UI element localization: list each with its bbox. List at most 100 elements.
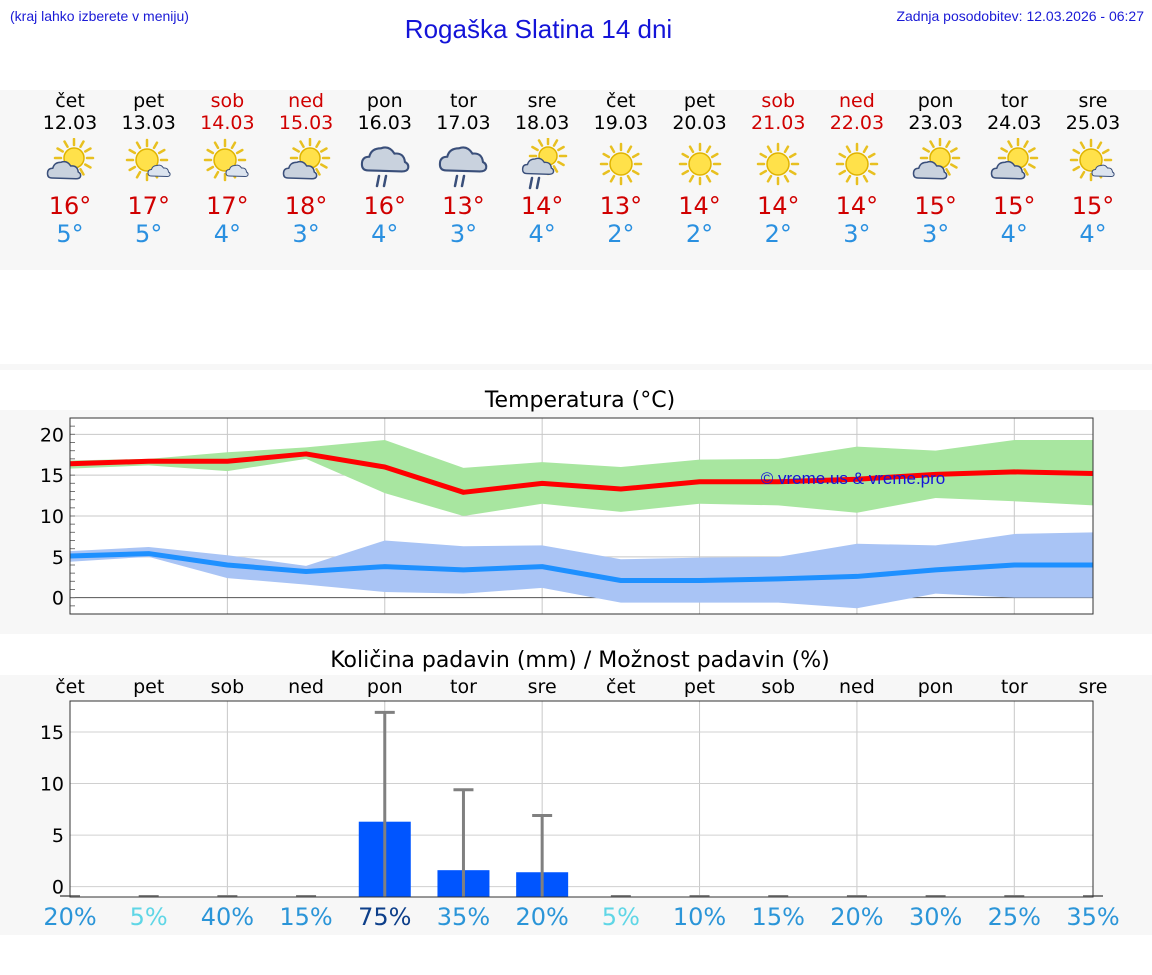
precip-probability-label: 75% — [358, 903, 412, 931]
sun-ray — [867, 152, 876, 159]
min-temperature: 3° — [449, 220, 478, 248]
sun-ray — [944, 140, 951, 148]
sun-ray — [838, 152, 847, 159]
sun-ray — [609, 174, 616, 183]
sun-ray — [862, 174, 869, 183]
sun-ray — [315, 168, 321, 176]
day-column: tor 24.03 15° 4° — [975, 90, 1053, 248]
temperature-chart-title: Temperatura (°C) — [484, 388, 676, 413]
day-column: čet 12.03 16° 5° — [31, 90, 109, 248]
day-date: 17.03 — [436, 112, 491, 134]
sun-disc — [687, 152, 712, 176]
day-name: pon — [366, 90, 403, 112]
precip-probability-label: 20% — [43, 903, 97, 931]
sun-ray — [552, 165, 559, 173]
cloud-rain-icon — [439, 146, 488, 188]
max-temperature: 17° — [127, 192, 170, 220]
cloud-shape — [360, 146, 410, 173]
sun-ray — [766, 174, 773, 183]
sun-ray — [1023, 168, 1030, 176]
day-column: ned 22.03 14° 3° — [818, 90, 896, 248]
day-column: tor 17.03 13° 3° — [424, 90, 502, 248]
sun-ray — [867, 169, 876, 176]
precip-probability-label: 5% — [601, 903, 640, 931]
sun-ray — [1007, 140, 1014, 148]
sun-ray — [537, 139, 544, 147]
min-temperature: 5° — [135, 220, 163, 248]
day-name: sre — [1078, 90, 1108, 112]
day-column: ned 15.03 18° 3° — [267, 90, 345, 248]
sun-ray — [128, 165, 136, 172]
min-temperature: 3° — [843, 220, 871, 248]
location-menu-hint: (kraj lahko izberete v meniju) — [10, 8, 189, 24]
day-column: sob 21.03 14° 2° — [739, 90, 817, 248]
sun-ray — [759, 152, 768, 159]
sun-shape — [528, 138, 568, 176]
cloud-outline — [1091, 164, 1115, 178]
temp-y-tick-label: 15 — [40, 465, 64, 487]
cloud-rain-icon — [360, 146, 410, 188]
sun-icon — [835, 142, 879, 186]
day-column: pon 23.03 15° 3° — [897, 90, 975, 248]
temp-y-tick-label: 20 — [40, 424, 64, 446]
sun-ray — [315, 140, 321, 148]
sun-ray — [135, 170, 141, 179]
day-column: pon 16.03 16° 4° — [346, 90, 424, 248]
precip-probability-label: 20% — [830, 903, 884, 931]
max-temperature: 13° — [442, 192, 485, 220]
sun-ray — [1023, 140, 1030, 148]
cloud-outline — [282, 160, 318, 180]
precip-probability-label: 10% — [672, 903, 727, 931]
cloud-shape — [439, 146, 488, 173]
day-date: 22.03 — [829, 112, 885, 134]
sun-disc — [609, 152, 633, 176]
cloud-outline — [46, 160, 82, 180]
rain-drop — [535, 176, 541, 190]
sun-ray — [320, 147, 328, 153]
sun-ray — [79, 140, 85, 148]
temp-y-tick-label: 5 — [52, 547, 64, 569]
day-column: pet 20.03 14° 2° — [661, 90, 739, 248]
sun-disc — [213, 148, 238, 172]
sun-ray — [783, 145, 790, 154]
cloud-shape — [1091, 164, 1115, 178]
sun-small-cloud-icon — [125, 138, 171, 182]
sun-ray — [680, 169, 689, 176]
day-date: 18.03 — [514, 112, 570, 134]
sun-icon — [599, 142, 643, 186]
sun-ray — [921, 147, 930, 153]
cloud-shape — [46, 160, 82, 180]
sun-ray — [789, 169, 797, 176]
sun-disc — [845, 152, 869, 176]
sun-ray — [557, 160, 565, 167]
day-date: 23.03 — [908, 112, 963, 134]
sun-cloud-icon — [991, 138, 1039, 180]
sun-ray — [789, 152, 797, 159]
sun-rain-icon — [522, 138, 568, 190]
sun-ray — [838, 169, 847, 176]
day-column: sob 14.03 17° 4° — [188, 90, 266, 248]
max-temperature: 16° — [48, 192, 92, 220]
day-name: ned — [839, 90, 875, 112]
sun-shape — [678, 142, 721, 186]
min-temperature: 4° — [371, 220, 399, 248]
day-name: sob — [761, 90, 796, 112]
sun-ray — [1079, 170, 1086, 179]
sun-ray — [680, 152, 689, 159]
sun-ray — [299, 140, 305, 148]
precip-probability-label: 30% — [908, 903, 963, 931]
sun-cloud-icon — [912, 138, 960, 180]
sun-ray — [84, 163, 92, 169]
sun-ray — [1028, 163, 1037, 169]
sun-cloud-icon — [46, 138, 95, 180]
sun-ray — [231, 141, 237, 150]
rain-drop — [454, 174, 459, 188]
sun-ray — [292, 147, 301, 153]
max-temperature: 16° — [363, 192, 407, 220]
cloud-outline — [439, 146, 488, 173]
sun-ray — [152, 141, 158, 150]
sun-disc — [1079, 148, 1103, 172]
rain-drop — [461, 174, 466, 188]
sun-ray — [631, 152, 640, 159]
day-name: čet — [606, 90, 636, 112]
